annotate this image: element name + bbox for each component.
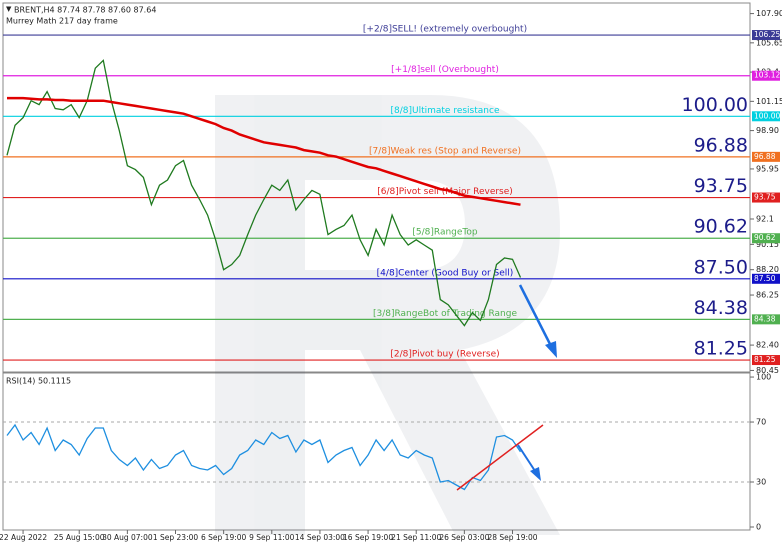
series-line xyxy=(6,59,522,327)
rsi-title: RSI(14) 50.1115 xyxy=(6,377,71,386)
annotations xyxy=(456,284,557,491)
x-tick-label: 26 Sep 03:00 xyxy=(439,533,489,542)
x-tick-label: 6 Sep 19:00 xyxy=(201,533,247,542)
y-tick-label: 30 xyxy=(756,478,766,487)
level-text: [+1/8]sell (Overbought) xyxy=(391,65,499,75)
y-tick-label: 100 xyxy=(756,373,771,382)
y-tick-label: 70 xyxy=(756,418,766,427)
y-tick-label: 98.90 xyxy=(756,126,779,135)
level-text: [7/8]Weak res (Stop and Reverse) xyxy=(369,146,521,156)
level-text: [5/8]RangeTop xyxy=(412,228,478,238)
large-price-label: 90.62 xyxy=(694,216,748,238)
level-box xyxy=(752,233,780,244)
y-tick-label: 101.15 xyxy=(756,97,782,106)
level-text: [4/8]Center (Good Buy or Sell) xyxy=(377,268,514,278)
x-tick-label: 22 Aug 2022 xyxy=(0,533,47,542)
y-tick-label: 95.95 xyxy=(756,164,779,173)
y-tick-label: 82.40 xyxy=(756,341,779,350)
level-text: [2/8]Pivot buy (Reverse) xyxy=(390,350,499,360)
level-box xyxy=(752,273,780,284)
level-box-label: 90.62 xyxy=(754,233,776,242)
y-tick-label: 86.25 xyxy=(756,291,779,300)
level-box xyxy=(752,314,780,325)
y-tick-label: 80.45 xyxy=(756,366,779,375)
x-tick-label: 30 Aug 07:00 xyxy=(102,533,153,542)
level-box-label: 87.50 xyxy=(754,274,776,283)
level-text: [8/8]Ultimate resistance xyxy=(391,106,500,116)
large-price-label: 100.00 xyxy=(682,94,748,116)
level-box xyxy=(752,30,780,41)
y-tick-label: 92.1 xyxy=(756,214,774,223)
x-tick-label: 14 Sep 03:00 xyxy=(295,533,345,542)
y-tick-label: 90.15 xyxy=(756,240,779,249)
large-price-label: 96.88 xyxy=(694,134,748,156)
y-tick-label: 0 xyxy=(756,523,761,532)
level-box xyxy=(752,355,780,366)
level-box xyxy=(752,70,780,81)
x-tick-label: 28 Sep 19:00 xyxy=(487,533,537,542)
menu-triangle: ▼ xyxy=(6,5,12,13)
trend-line xyxy=(456,424,544,491)
level-box-label: 84.38 xyxy=(754,314,776,323)
level-box-label: 106.25 xyxy=(754,30,780,39)
x-tick-label: 9 Sep 11:00 xyxy=(249,533,295,542)
arrow-head xyxy=(545,341,557,358)
watermark xyxy=(215,95,560,535)
chart-title: BRENT,H4 87.74 87.78 87.60 87.64 xyxy=(14,6,156,15)
large-price-label: 87.50 xyxy=(694,256,748,278)
level-box xyxy=(752,192,780,203)
level-text: [6/8]Pivot sell (Major Reverse) xyxy=(377,187,513,197)
arrow-head xyxy=(530,467,541,481)
x-tick-label: 25 Aug 15:00 xyxy=(54,533,105,542)
level-box-label: 100.00 xyxy=(754,111,780,120)
x-tick-label: 1 Sep 23:00 xyxy=(153,533,199,542)
large-price-label: 93.75 xyxy=(694,175,748,197)
x-tick-label: 16 Sep 19:00 xyxy=(343,533,393,542)
y-tick-label: 88.20 xyxy=(756,265,779,274)
level-box-label: 103.12 xyxy=(754,71,780,80)
level-box-label: 81.25 xyxy=(754,355,776,364)
level-text: [3/8]RangeBot of Trading Range xyxy=(373,309,518,319)
plot-layer: 107.90105.65103.4101.1598.9095.9592.190.… xyxy=(0,9,782,542)
y-tick-label: 107.90 xyxy=(756,9,782,18)
large-price-label: 81.25 xyxy=(694,338,748,360)
level-box-label: 96.88 xyxy=(754,152,776,161)
large-price-label: 84.38 xyxy=(694,297,748,319)
level-text: [+2/8]SELL! (extremely overbought) xyxy=(363,25,527,35)
level-box xyxy=(752,111,780,122)
level-box-label: 93.75 xyxy=(754,193,776,202)
forecast-arrow xyxy=(518,284,555,351)
level-box xyxy=(752,151,780,162)
series-line xyxy=(6,423,522,491)
x-tick-label: 21 Sep 11:00 xyxy=(391,533,441,542)
rsi-panel xyxy=(2,372,751,531)
price-panel xyxy=(2,2,751,373)
y-tick-label: 105.65 xyxy=(756,38,782,47)
chart-subtitle: Murrey Math 217 day frame xyxy=(6,17,118,26)
rsi-arrow xyxy=(517,444,538,475)
series-line xyxy=(7,96,521,206)
